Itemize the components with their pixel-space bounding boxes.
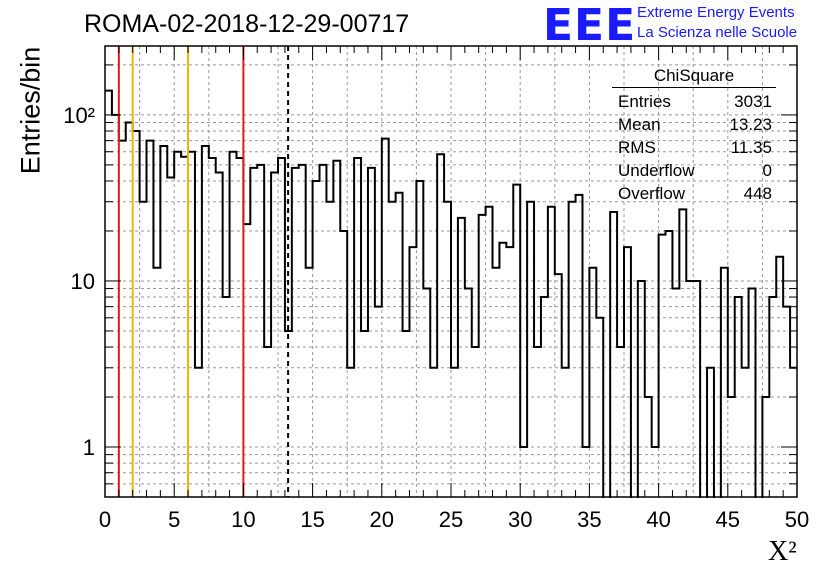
y-tick-label: 1 bbox=[83, 435, 95, 460]
stats-value: 13.23 bbox=[729, 115, 772, 134]
x-tick-label: 5 bbox=[168, 507, 180, 532]
x-tick-label: 45 bbox=[716, 507, 740, 532]
stats-row-entries: Entries 3031 bbox=[612, 90, 776, 113]
eee-logo: EEE bbox=[543, 0, 637, 51]
stats-row-overflow: Overflow 448 bbox=[612, 182, 776, 205]
stats-label: RMS bbox=[618, 138, 656, 157]
x-tick-label: 50 bbox=[785, 507, 809, 532]
histogram-series bbox=[105, 89, 797, 500]
x-tick-label: 25 bbox=[439, 507, 463, 532]
bottom-mask bbox=[104, 498, 798, 538]
x-tick-label: 0 bbox=[99, 507, 111, 532]
x-tick-label: 40 bbox=[646, 507, 670, 532]
stats-name: ChiSquare bbox=[612, 66, 776, 88]
x-axis-label: X² bbox=[768, 536, 797, 567]
stats-value: 3031 bbox=[734, 92, 772, 111]
x-tick-label: 10 bbox=[231, 507, 255, 532]
logo-line-2: La Scienza nelle Scuole bbox=[637, 24, 798, 41]
x-tick-label: 35 bbox=[577, 507, 601, 532]
logo-line-1: Extreme Energy Events bbox=[637, 4, 795, 21]
stats-label: Entries bbox=[618, 92, 671, 111]
x-tick-label: 20 bbox=[370, 507, 394, 532]
run-title: ROMA-02-2018-12-29-00717 bbox=[84, 10, 410, 38]
stats-row-rms: RMS 11.35 bbox=[612, 136, 776, 159]
stats-label: Overflow bbox=[618, 184, 686, 203]
stats-label: Mean bbox=[618, 115, 661, 134]
stats-row-underflow: Underflow 0 bbox=[612, 159, 776, 182]
stats-value: 11.35 bbox=[730, 138, 772, 157]
y-tick-label: 10 bbox=[71, 269, 95, 294]
stats-value: 448 bbox=[743, 184, 772, 203]
stats-row-mean: Mean 13.23 bbox=[612, 113, 776, 136]
y-tick-label: 10² bbox=[63, 103, 95, 128]
stats-label: Underflow bbox=[618, 161, 695, 180]
y-axis-label: Entries/bin bbox=[15, 46, 46, 175]
stats-value: 0 bbox=[762, 161, 772, 180]
x-tick-label: 30 bbox=[508, 507, 532, 532]
x-tick-label: 15 bbox=[300, 507, 324, 532]
stats-box: ChiSquare Entries 3031 Mean 13.23 RMS 11… bbox=[612, 66, 776, 205]
